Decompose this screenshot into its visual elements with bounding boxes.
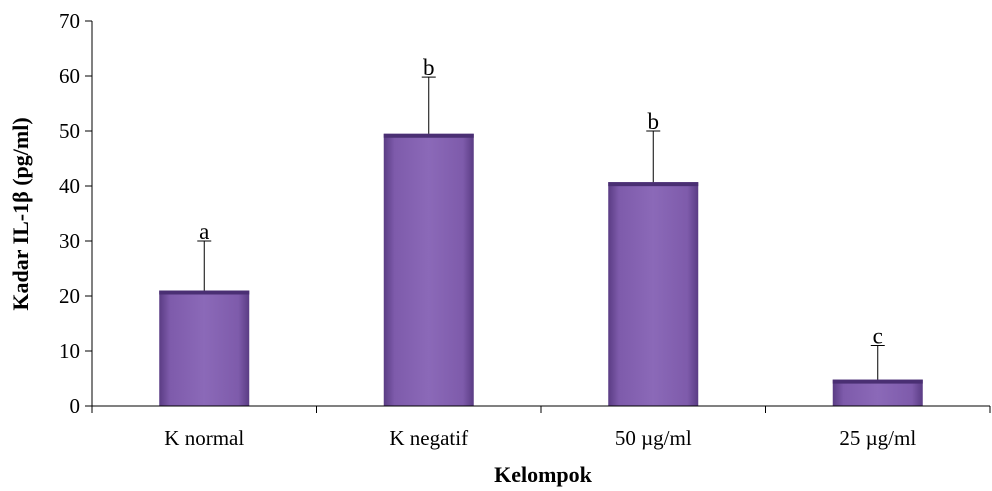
significance-label: b [648,109,660,134]
x-axis-title: Kelompok [494,462,593,487]
y-tick-label: 10 [59,339,80,363]
y-tick-label: 70 [59,9,80,33]
x-category-label: K normal [164,426,244,450]
x-axis-category-labels: K normal K negatif 50 µg/ml 25 µg/ml [164,426,916,450]
significance-label: c [873,324,883,349]
bar-body [608,182,699,406]
x-category-label: K negatif [389,426,468,450]
bars [159,133,923,406]
y-tick-label: 50 [59,119,80,143]
bar-top-edge [608,182,699,187]
y-tick-label: 30 [59,229,80,253]
bar [832,379,923,406]
x-category-label: 50 µg/ml [615,426,692,450]
y-tick-label: 60 [59,64,80,88]
error-bars: a b b c [197,55,885,380]
bar [608,182,699,406]
y-tick-label: 20 [59,284,80,308]
bar [383,133,474,406]
bar [159,290,250,406]
bar-top-edge [383,133,474,138]
y-axis-title: Kadar IL-1β (pg/ml) [8,117,33,310]
y-tick-label: 40 [59,174,80,198]
significance-label: a [199,219,209,244]
bar-top-edge [832,379,923,384]
x-category-label: 25 µg/ml [839,426,916,450]
y-axis-ticks: 0 10 20 30 40 50 60 70 [59,9,92,418]
bar-body [159,290,250,406]
bar-top-edge [159,290,250,295]
significance-label: b [423,55,435,80]
y-tick-label: 0 [70,394,81,418]
bar-body [383,133,474,406]
axes [91,21,991,413]
bar-body [832,379,923,406]
